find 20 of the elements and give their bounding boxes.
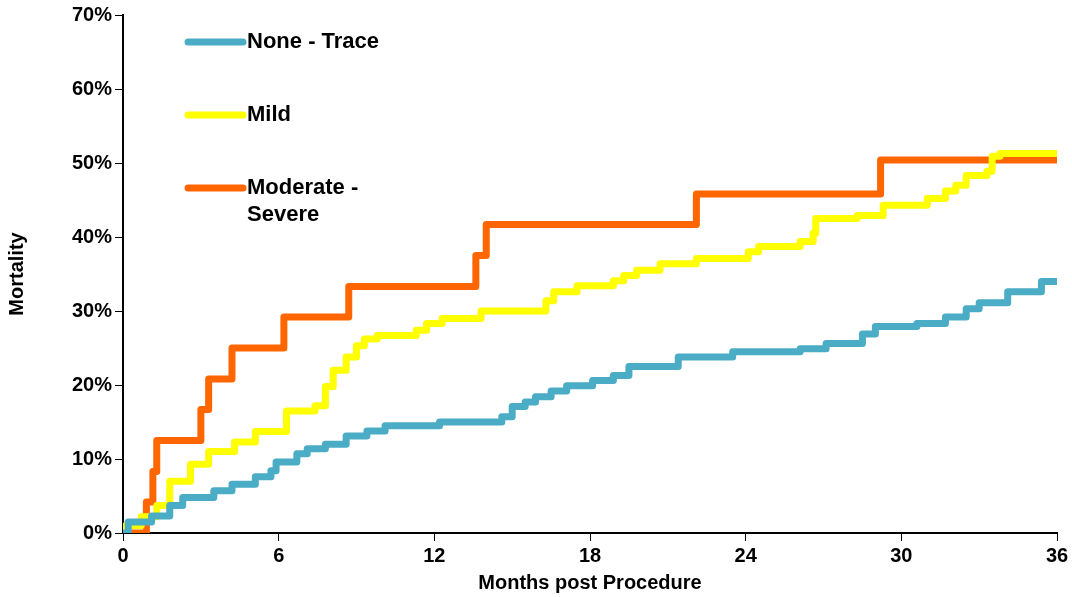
x-tick-label: 18 bbox=[578, 543, 602, 566]
y-tick-label: 50% bbox=[72, 150, 113, 173]
y-tick-label: 30% bbox=[72, 298, 113, 321]
legend-label: Moderate - Severe bbox=[247, 174, 359, 227]
x-tick-label: 0 bbox=[117, 543, 129, 566]
y-tick-label: 60% bbox=[72, 76, 113, 99]
x-tick-label: 24 bbox=[734, 543, 758, 566]
x-tick-label: 12 bbox=[423, 543, 446, 566]
y-axis-title: Mortality bbox=[4, 231, 27, 316]
y-tick-label: 40% bbox=[72, 224, 113, 247]
x-tick-label: 30 bbox=[890, 543, 913, 566]
legend-label: Mild bbox=[247, 101, 292, 127]
y-tick-label: 10% bbox=[72, 446, 113, 469]
x-tick-label: 36 bbox=[1045, 543, 1069, 566]
y-tick-label: 20% bbox=[72, 372, 113, 395]
y-tick-label: 70% bbox=[72, 2, 113, 25]
x-axis-title: Months post Procedure bbox=[478, 570, 702, 593]
legend-label: None - Trace bbox=[247, 28, 380, 54]
y-tick-label: 0% bbox=[83, 520, 113, 543]
x-tick-label: 6 bbox=[273, 543, 285, 566]
